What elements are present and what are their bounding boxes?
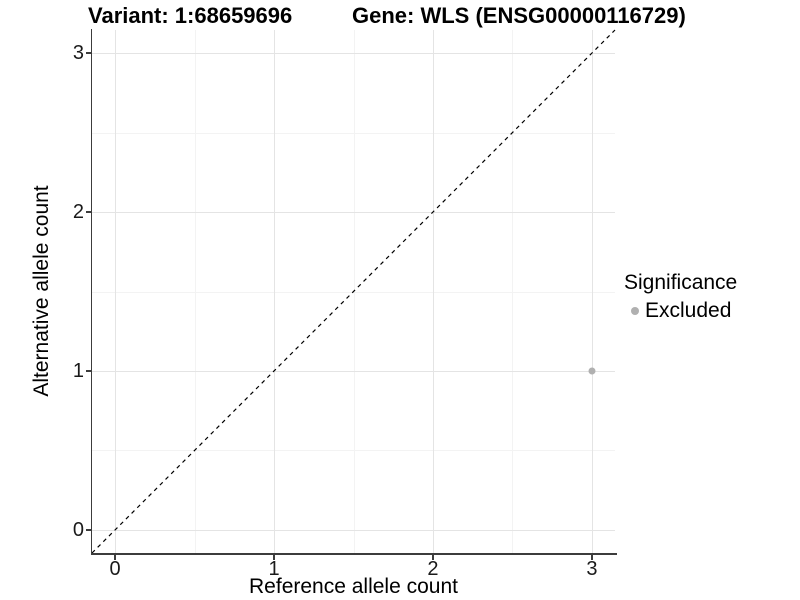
major-gridline-y xyxy=(92,212,615,214)
legend-item: Excluded xyxy=(624,299,737,323)
major-gridline-x xyxy=(115,30,117,553)
y-axis-title: Alternative allele count xyxy=(30,185,53,397)
major-gridline-x xyxy=(274,30,276,553)
x-tick-mark xyxy=(273,554,275,560)
y-tick-mark xyxy=(85,529,91,531)
y-tick-mark xyxy=(85,52,91,54)
major-gridline-y xyxy=(92,53,615,55)
y-axis-line xyxy=(90,29,92,555)
x-tick-label: 0 xyxy=(109,558,121,580)
data-point xyxy=(588,367,596,375)
major-gridline-x xyxy=(591,30,593,553)
plot-panel xyxy=(91,29,616,554)
x-axis-title: Reference allele count xyxy=(249,575,458,598)
x-tick-mark xyxy=(591,554,593,560)
reference-line-layer xyxy=(91,29,616,554)
major-gridline-y xyxy=(92,529,615,531)
legend: Significance Excluded xyxy=(624,271,737,323)
legend-item-label: Excluded xyxy=(645,299,732,322)
y-tick-label: 2 xyxy=(72,201,84,224)
x-tick-label: 3 xyxy=(586,558,598,580)
major-gridline-x xyxy=(432,30,434,553)
legend-title: Significance xyxy=(624,271,738,294)
y-tick-label: 1 xyxy=(72,359,84,382)
y-tick-mark xyxy=(85,370,91,372)
y-tick-mark xyxy=(85,211,91,213)
identity-reference-line xyxy=(91,29,616,554)
x-tick-label: 1 xyxy=(268,558,280,580)
x-tick-mark xyxy=(114,554,116,560)
legend-key-dot-icon xyxy=(631,307,639,315)
legend-items: Excluded xyxy=(624,299,737,323)
y-tick-label: 3 xyxy=(72,42,84,65)
y-tick-label: 0 xyxy=(72,518,84,541)
minor-gridline-y xyxy=(92,132,615,134)
minor-gridline-y xyxy=(92,450,615,452)
plot-title-gene: Gene: WLS (ENSG00000116729) xyxy=(352,3,686,28)
plot-title-variant: Variant: 1:68659696 xyxy=(88,3,293,28)
x-tick-label: 2 xyxy=(427,558,439,580)
x-axis-line xyxy=(90,553,617,555)
major-gridline-y xyxy=(92,370,615,372)
x-tick-mark xyxy=(432,554,434,560)
